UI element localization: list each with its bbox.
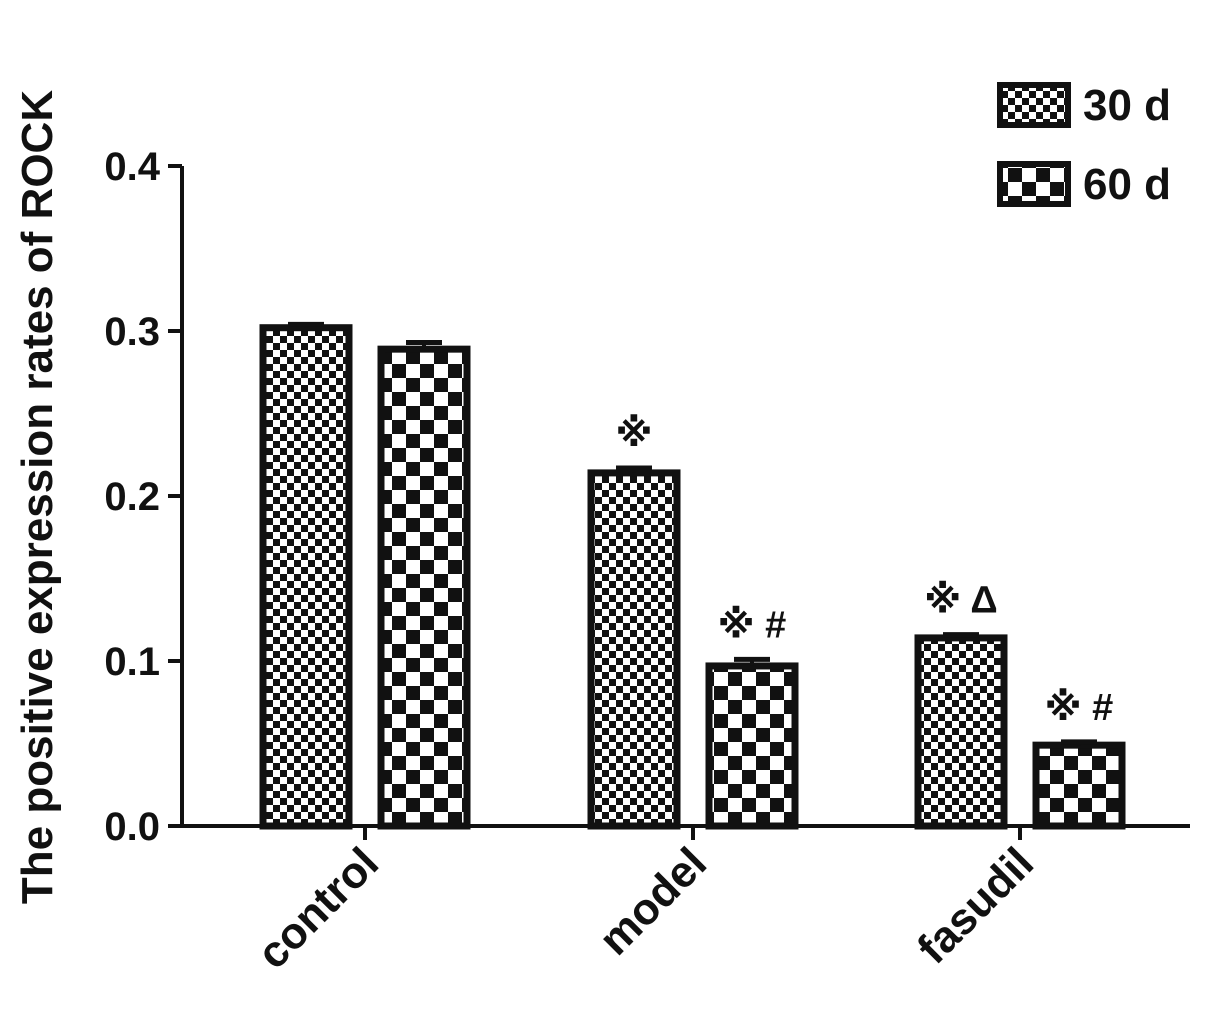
- x-category-label: model: [590, 838, 716, 964]
- y-tick-label: 0.2: [104, 475, 160, 519]
- bar-fasudil-30d: [914, 634, 1008, 830]
- bars: [259, 321, 1126, 830]
- legend-swatch-30d: [997, 82, 1071, 128]
- significance-annotation: ※: [616, 413, 653, 455]
- bar-model-30d: [587, 469, 681, 830]
- legend-swatch-60d: [997, 161, 1071, 207]
- y-tick-label: 0.1: [104, 640, 160, 684]
- legend-label-30d: 30 d: [1083, 81, 1171, 130]
- legend: 30 d 60 d: [997, 81, 1171, 209]
- bar-control-30d: [259, 324, 353, 830]
- significance-annotation: ※ Δ: [924, 580, 997, 622]
- legend-label-60d: 60 d: [1083, 160, 1171, 209]
- x-category-label: control: [248, 838, 388, 978]
- bar-model-60d: [705, 662, 799, 830]
- x-category-label: fasudil: [908, 838, 1043, 973]
- y-ticks: 0.0 0.1 0.2 0.3 0.4: [104, 145, 182, 849]
- y-axis-label: The positive expression rates of ROCK: [13, 90, 62, 904]
- bar-control-60d: [377, 345, 471, 830]
- y-tick-label: 0.3: [104, 310, 160, 354]
- significance-annotation: ※ #: [718, 604, 787, 646]
- bar-fasudil-60d: [1032, 741, 1126, 830]
- x-ticks: control model fasudil: [248, 826, 1043, 979]
- annotations: ※ ※ # ※ Δ ※ #: [616, 413, 1114, 729]
- significance-annotation: ※ #: [1045, 687, 1114, 729]
- y-tick-label: 0.4: [104, 145, 160, 189]
- y-tick-label: 0.0: [104, 805, 160, 849]
